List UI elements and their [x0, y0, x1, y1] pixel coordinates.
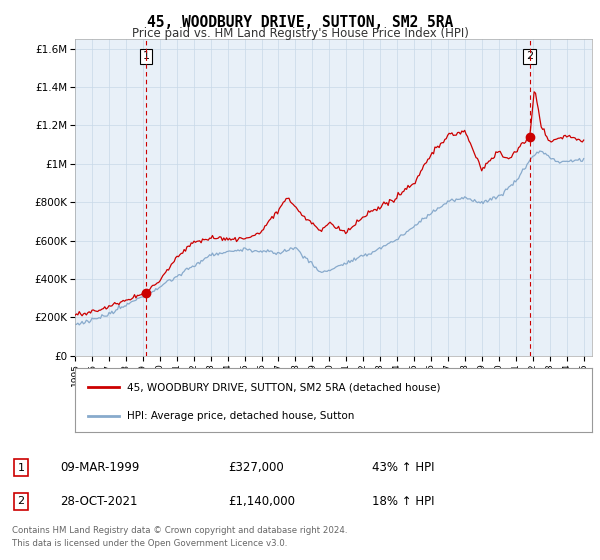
Text: 1: 1 [17, 463, 25, 473]
Text: Price paid vs. HM Land Registry's House Price Index (HPI): Price paid vs. HM Land Registry's House … [131, 27, 469, 40]
Text: 09-MAR-1999: 09-MAR-1999 [60, 461, 139, 474]
Text: 45, WOODBURY DRIVE, SUTTON, SM2 5RA (detached house): 45, WOODBURY DRIVE, SUTTON, SM2 5RA (det… [127, 382, 440, 392]
Text: 45, WOODBURY DRIVE, SUTTON, SM2 5RA: 45, WOODBURY DRIVE, SUTTON, SM2 5RA [147, 15, 453, 30]
Text: 2: 2 [526, 52, 533, 62]
Text: 43% ↑ HPI: 43% ↑ HPI [372, 461, 434, 474]
Text: £1,140,000: £1,140,000 [228, 494, 295, 508]
Text: 1: 1 [143, 52, 149, 62]
Text: HPI: Average price, detached house, Sutton: HPI: Average price, detached house, Sutt… [127, 411, 354, 421]
Text: 18% ↑ HPI: 18% ↑ HPI [372, 494, 434, 508]
Text: This data is licensed under the Open Government Licence v3.0.: This data is licensed under the Open Gov… [12, 539, 287, 548]
Text: 2: 2 [17, 496, 25, 506]
Text: £327,000: £327,000 [228, 461, 284, 474]
Text: 28-OCT-2021: 28-OCT-2021 [60, 494, 137, 508]
Text: Contains HM Land Registry data © Crown copyright and database right 2024.: Contains HM Land Registry data © Crown c… [12, 526, 347, 535]
